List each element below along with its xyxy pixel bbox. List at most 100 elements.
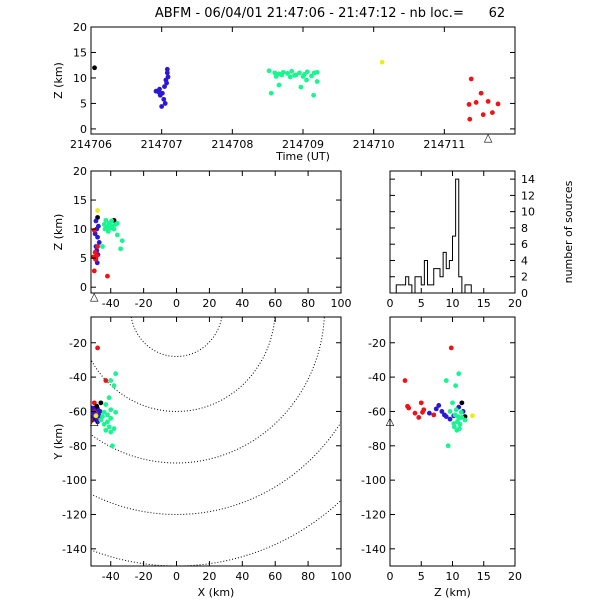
source-point <box>162 101 168 106</box>
source-point <box>164 80 170 86</box>
source-point <box>101 421 107 427</box>
range-ring <box>91 317 325 464</box>
source-point <box>478 90 484 96</box>
source-point <box>311 92 316 98</box>
source-point <box>279 72 285 78</box>
histogram-bar <box>403 285 406 293</box>
source-point <box>100 244 105 249</box>
source-point <box>96 240 102 245</box>
x-tick-label: 20 <box>508 297 522 310</box>
x-tick-label: 15 <box>477 297 491 310</box>
source-point <box>108 415 114 421</box>
source-point <box>314 79 320 84</box>
x-tick-label: -40 <box>102 297 120 310</box>
x-tick-label: 214711 <box>423 138 465 151</box>
y-tick-label: -100 <box>361 474 386 487</box>
figure-title: ABFM - 06/04/01 21:47:06 - 21:47:12 - nb… <box>155 6 505 21</box>
source-point <box>102 226 108 232</box>
x-axis-label: Z (km) <box>434 586 471 599</box>
plot-panels: 214706 214707 214708 214709 214710 214711 0 5 10… <box>52 21 575 599</box>
source-point <box>456 371 462 377</box>
source-point <box>447 409 453 414</box>
y-tick-label: 5 <box>80 252 87 265</box>
source-point <box>459 400 465 406</box>
panel-frame <box>389 170 516 294</box>
y-tick-label: -140 <box>361 543 386 556</box>
x-tick-label: 10 <box>446 297 460 310</box>
source-point <box>108 429 114 435</box>
source-point <box>495 101 501 107</box>
source-point <box>454 427 460 433</box>
source-point <box>103 402 109 407</box>
y-tick-label: -40 <box>368 371 386 384</box>
source-point <box>480 112 486 118</box>
source-point <box>109 443 115 449</box>
station-marker-icon: △ <box>484 131 493 144</box>
source-point <box>111 426 117 432</box>
y-tick-label: 6 <box>521 238 528 251</box>
x-tick-label: 0 <box>387 570 394 583</box>
source-point <box>297 70 302 76</box>
y-tick-label: -120 <box>361 508 386 521</box>
x-tick-label: 20 <box>202 570 216 583</box>
source-point <box>101 409 107 415</box>
y-tick-label: -60 <box>69 405 87 418</box>
panel-frame <box>90 170 342 294</box>
source-point <box>92 249 98 255</box>
y-tick-label: -60 <box>368 405 386 418</box>
x-tick-label: -40 <box>102 570 120 583</box>
x-tick-label: 5 <box>418 297 425 310</box>
y-tick-label: 0 <box>521 287 528 300</box>
source-point <box>266 68 272 74</box>
source-point <box>91 227 97 233</box>
panel-content <box>390 178 515 293</box>
histogram-bar <box>431 285 434 293</box>
source-point <box>105 419 110 425</box>
source-point <box>164 70 170 76</box>
source-point <box>473 100 479 105</box>
source-point <box>459 415 465 420</box>
source-point <box>95 234 100 240</box>
panel-frame <box>90 316 342 567</box>
x-tick-label: 214706 <box>70 138 112 151</box>
source-point <box>91 268 97 274</box>
source-point <box>98 400 104 406</box>
y-tick-label: 2 <box>521 271 528 284</box>
y-tick-label: 0 <box>80 281 87 294</box>
y-tick-label: 12 <box>521 189 535 202</box>
source-point <box>436 403 442 408</box>
source-point <box>439 409 445 414</box>
y-tick-label: -80 <box>69 440 87 453</box>
source-point <box>95 244 100 249</box>
source-point <box>457 421 463 427</box>
source-point <box>453 383 459 389</box>
panel-z_y: 0 5 10 15 20 -20 -40 -60 -80 -100 -120 -140 Z (km) △ <box>361 316 522 599</box>
source-point <box>97 409 103 414</box>
source-point <box>304 77 309 83</box>
station-marker-icon: △ <box>386 414 395 427</box>
source-point <box>441 412 447 418</box>
x-tick-label: 80 <box>301 297 315 310</box>
histogram-bar <box>446 269 449 293</box>
source-point <box>106 395 112 401</box>
y-tick-label: 14 <box>521 173 535 186</box>
source-point <box>447 416 453 422</box>
x-tick-label: -20 <box>135 570 153 583</box>
source-point <box>164 66 170 72</box>
panel-x_y: -40 -20 0 20 40 60 80 100 -20 -40 -60 -80 -100 -120 -1… <box>52 316 352 599</box>
x-tick-label: 10 <box>446 570 460 583</box>
source-point <box>276 82 282 88</box>
source-point <box>445 443 451 449</box>
source-point <box>405 403 410 409</box>
x-tick-label: 5 <box>418 570 425 583</box>
source-point <box>103 427 109 433</box>
x-tick-label: 214707 <box>141 138 183 151</box>
x-tick-label: 214710 <box>353 138 395 151</box>
source-point <box>93 218 99 224</box>
x-tick-label: 80 <box>301 570 315 583</box>
y-axis-label: number of sources <box>562 180 575 283</box>
y-tick-label: 10 <box>73 72 87 85</box>
source-point <box>109 218 114 224</box>
source-point <box>485 98 491 104</box>
